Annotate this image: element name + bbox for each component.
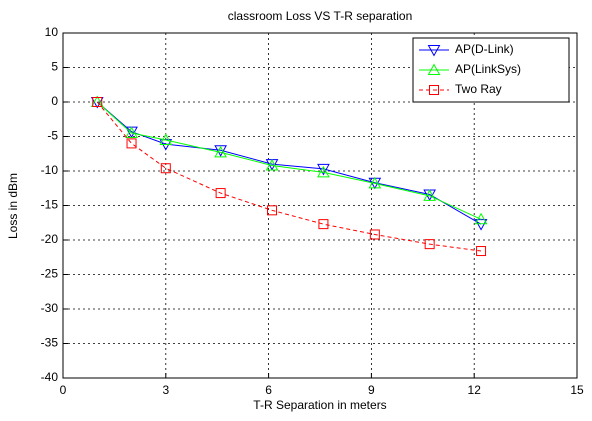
legend-label: Two Ray	[455, 82, 502, 96]
series-line	[96, 101, 482, 220]
y-tick-label: -20	[41, 232, 59, 246]
legend-label: AP(LinkSys)	[455, 62, 521, 76]
marker	[424, 239, 435, 250]
y-tick-label: 5	[51, 60, 58, 74]
marker	[214, 145, 227, 158]
marker	[126, 138, 137, 149]
x-tick-label: 12	[468, 383, 482, 397]
y-tick-label: 10	[45, 25, 59, 39]
marker	[265, 158, 279, 171]
marker	[427, 45, 441, 57]
marker	[476, 246, 487, 257]
x-tick-label: 3	[162, 383, 169, 397]
y-tick-label: -15	[41, 198, 59, 212]
y-axis-label: Loss in dBm	[6, 173, 20, 239]
marker	[427, 63, 441, 75]
marker	[318, 219, 329, 230]
y-tick-label: -30	[41, 301, 59, 315]
y-tick-label: -5	[47, 129, 58, 143]
x-tick-label: 9	[368, 383, 375, 397]
marker	[160, 163, 171, 174]
y-tick-label: -25	[41, 267, 59, 281]
marker	[125, 126, 138, 139]
y-tick-label: -35	[41, 336, 59, 350]
y-tick-label: 0	[51, 94, 58, 108]
marker	[423, 189, 436, 201]
marker	[159, 133, 173, 145]
marker	[317, 165, 330, 178]
legend-label: AP(D-Link)	[455, 42, 514, 56]
marker	[474, 212, 488, 225]
chart-title: classroom Loss VS T-R separation	[228, 9, 413, 23]
marker	[214, 145, 227, 157]
marker	[92, 97, 103, 107]
plot-frame	[62, 32, 578, 379]
x-tick-label: 0	[60, 383, 67, 397]
marker	[215, 188, 226, 199]
x-tick-label: 6	[265, 383, 272, 397]
x-tick-label: 15	[570, 383, 584, 397]
y-tick-label: -40	[41, 370, 59, 384]
marker	[267, 205, 278, 216]
marker	[368, 176, 382, 189]
marker	[429, 85, 439, 95]
x-axis-label: T-R Separation in meters	[253, 398, 386, 412]
y-tick-label: -10	[41, 163, 59, 177]
series-line	[96, 101, 482, 252]
marker	[474, 219, 488, 231]
marker	[369, 229, 380, 240]
marker	[317, 163, 330, 176]
